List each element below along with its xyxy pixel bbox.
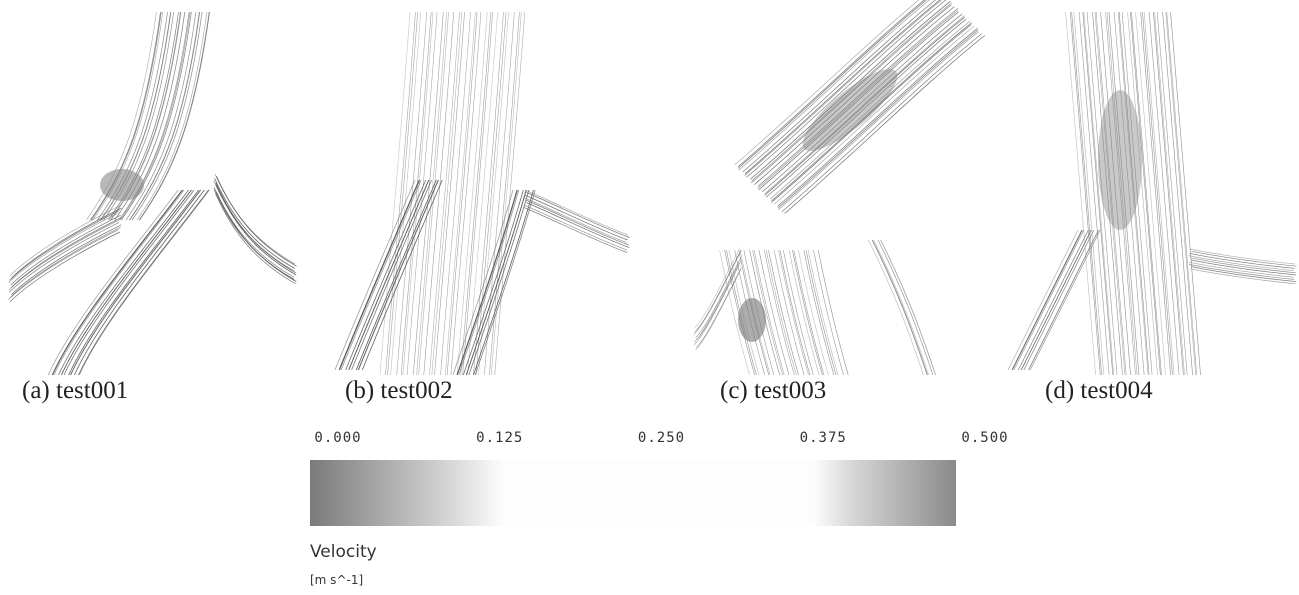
streamline — [346, 180, 426, 370]
colorbar-ticks: 0.000 0.125 0.250 0.375 0.500 — [314, 430, 1008, 446]
streamline — [1018, 230, 1088, 370]
streamline — [526, 203, 629, 248]
streamline — [1024, 230, 1094, 370]
streamline — [1166, 12, 1196, 375]
high-velocity-region — [792, 58, 907, 163]
streamline — [818, 250, 848, 375]
streamline — [1028, 230, 1098, 370]
streamline — [1163, 12, 1193, 375]
streamline — [696, 268, 741, 348]
streamline — [70, 190, 200, 375]
streamline — [1021, 230, 1091, 370]
streamline — [1171, 12, 1201, 375]
panel-caption: (a) test001 — [22, 377, 128, 404]
streamline — [778, 28, 978, 206]
streamline — [1070, 12, 1100, 375]
streamline — [1191, 251, 1296, 266]
streamline — [137, 12, 207, 220]
streamline — [349, 180, 429, 370]
panel-caption: (b) test002 — [345, 377, 453, 404]
streamline — [216, 183, 296, 273]
streamline — [1014, 230, 1084, 370]
streamline — [473, 190, 533, 375]
high-velocity-region — [100, 169, 144, 201]
streamline — [1153, 12, 1183, 375]
high-velocity-region — [1098, 90, 1142, 230]
streamline — [341, 180, 421, 370]
streamline — [335, 180, 415, 370]
streamline — [524, 205, 627, 250]
streamline — [468, 12, 498, 375]
streamline — [417, 12, 447, 375]
streamline — [385, 12, 415, 375]
streamline — [71, 190, 201, 375]
streamline — [61, 190, 191, 375]
streamline — [1142, 12, 1172, 375]
streamline — [11, 218, 121, 288]
colorbar-units: [m s^-1] — [310, 573, 363, 587]
streamline — [1157, 12, 1187, 375]
streamline — [806, 250, 836, 375]
streamline — [780, 250, 810, 375]
streamline — [476, 12, 506, 375]
streamline — [794, 250, 824, 375]
colorbar-tick-label: 0.250 — [638, 430, 685, 446]
panel-caption: (c) test003 — [720, 377, 826, 404]
colorbar-title: Velocity — [310, 542, 377, 562]
streamline — [1149, 12, 1179, 375]
figure: (a) test001 (b) test002 (c) test003 (d) … — [0, 0, 1299, 595]
streamline — [10, 232, 120, 302]
streamline — [878, 240, 933, 375]
streamline-panels — [9, 0, 1297, 375]
colorbar-tick-label: 0.125 — [476, 430, 523, 446]
streamline — [746, 0, 946, 177]
colorbar — [310, 460, 956, 526]
streamline — [62, 190, 192, 375]
streamline — [696, 258, 741, 338]
colorbar-tick-label: 0.000 — [314, 430, 361, 446]
streamline — [78, 190, 208, 375]
streamline — [766, 250, 796, 375]
panel-caption: (d) test004 — [1045, 377, 1153, 404]
streamline — [215, 178, 295, 268]
streamline — [1136, 12, 1166, 375]
streamline — [1008, 230, 1078, 370]
streamline — [524, 198, 627, 243]
colorbar-tick-label: 0.375 — [800, 430, 847, 446]
high-velocity-region — [738, 298, 766, 342]
streamline — [526, 200, 629, 245]
streamline — [11, 215, 121, 285]
streamline — [340, 180, 420, 370]
streamline — [525, 195, 628, 240]
streamline — [872, 240, 927, 375]
streamline — [868, 240, 923, 375]
streamline — [694, 255, 739, 335]
streamline — [1012, 230, 1082, 370]
colorbar-tick-label: 0.500 — [961, 430, 1008, 446]
streamline — [356, 180, 436, 370]
streamline — [1012, 230, 1082, 370]
streamline — [872, 240, 927, 375]
streamline — [216, 176, 296, 266]
streamline — [1167, 12, 1197, 375]
streamline — [1066, 12, 1096, 375]
